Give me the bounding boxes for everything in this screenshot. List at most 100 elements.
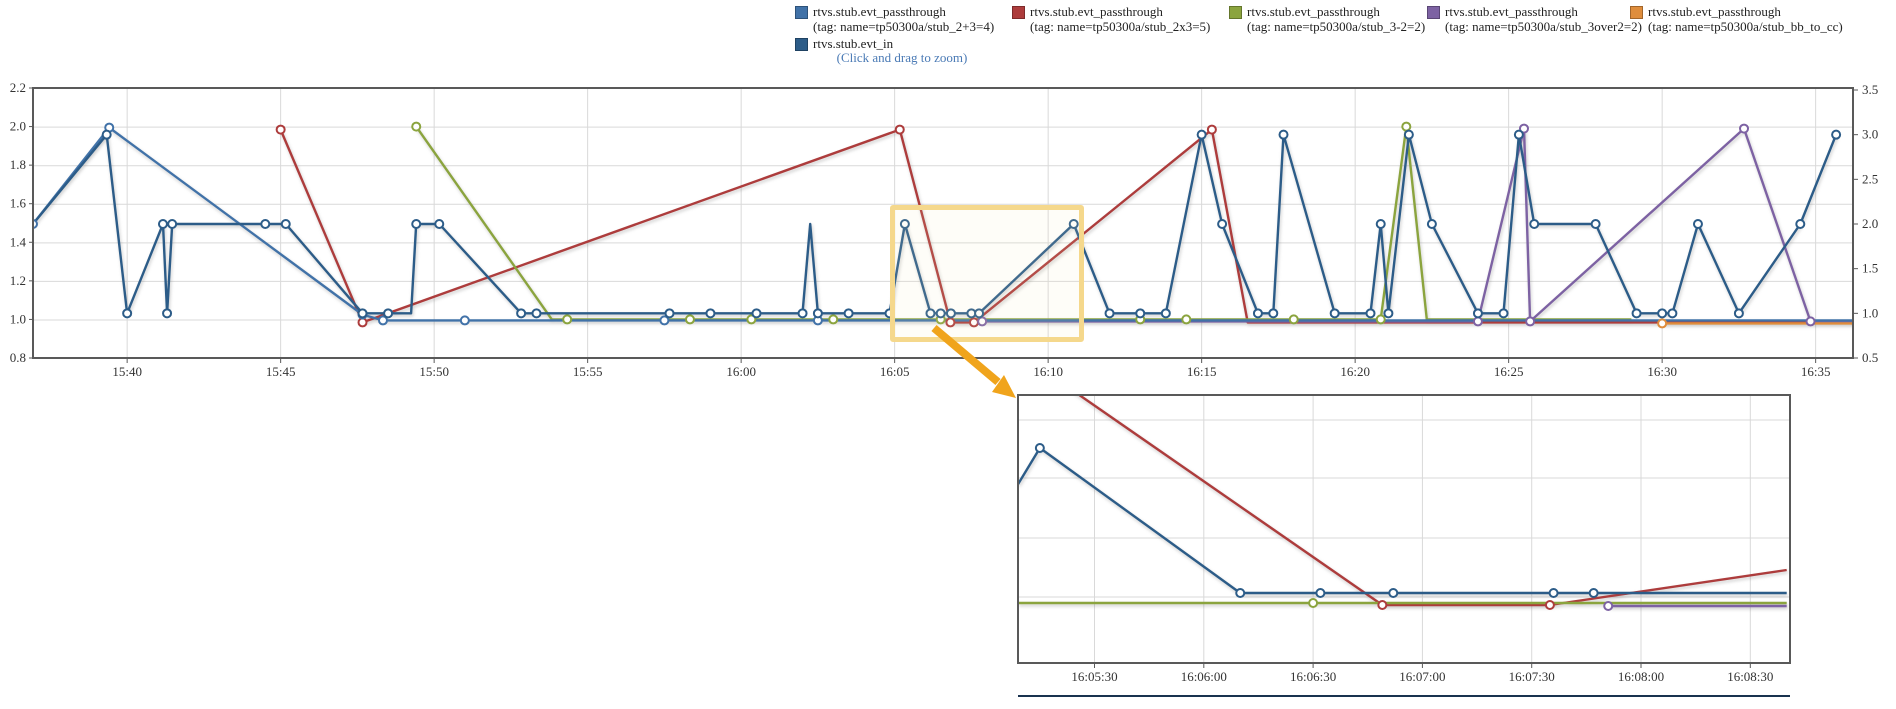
x-tick-label: 16:05	[880, 364, 910, 379]
data-point-marker	[1329, 308, 1340, 319]
data-point-marker	[516, 308, 527, 319]
main-chart-canvas[interactable]: 15:40 15:45 15:50 15:55 16:00 16:05 16:10 16:15…	[0, 0, 1896, 390]
y-tick-label: 0.5	[1862, 350, 1878, 365]
zoom-selection-box[interactable]	[890, 205, 1084, 342]
y-tick-label: 1.0	[1862, 305, 1878, 320]
x-tick-label: 16:10	[1033, 364, 1063, 379]
series-line-name=tp50300a/stub_2x3=5	[1077, 395, 1787, 607]
data-point-marker	[434, 219, 445, 229]
data-point-marker	[1104, 308, 1115, 319]
data-point-marker	[562, 314, 573, 325]
data-point-marker	[751, 308, 762, 319]
series-line-rtvs.stub.evt_in	[1018, 446, 1787, 595]
data-point-marker	[411, 121, 422, 132]
y-tick-label: 1.8	[10, 157, 26, 172]
legend-swatch-icon	[1630, 6, 1643, 19]
legend-item: rtvs.stub.evt_passthrough (tag: name=tp50…	[1630, 4, 1843, 34]
data-point-marker	[746, 314, 757, 325]
data-point-marker	[411, 219, 422, 229]
data-point-marker	[1196, 129, 1207, 140]
data-point-marker	[1365, 308, 1376, 319]
x-tick-label: 16:07:30	[1509, 669, 1555, 684]
y-tick-label: 1.2	[10, 273, 26, 288]
data-point-marker	[1795, 219, 1806, 229]
data-point-marker	[1252, 308, 1263, 319]
data-point-marker	[1525, 316, 1536, 327]
data-point-marker	[357, 308, 368, 319]
data-point-marker	[659, 315, 670, 326]
data-point-marker	[1377, 600, 1388, 610]
data-point-marker	[705, 308, 716, 319]
legend-swatch-icon	[1229, 6, 1242, 19]
data-point-marker	[1831, 129, 1842, 140]
data-point-marker	[843, 308, 854, 319]
data-point-marker	[1518, 123, 1529, 134]
y-tick-label: 1.4	[10, 234, 27, 249]
legend-swatch-icon	[795, 38, 808, 51]
data-point-marker	[935, 308, 946, 319]
x-tick-label: 15:40	[112, 364, 142, 379]
data-point-marker	[1268, 308, 1279, 319]
data-point-marker	[1657, 308, 1668, 319]
x-tick-label: 16:35	[1801, 364, 1831, 379]
data-point-marker	[1657, 318, 1668, 329]
data-point-marker	[101, 129, 112, 140]
data-point-marker	[531, 308, 542, 319]
data-point-marker	[459, 315, 470, 326]
data-point-marker	[1631, 308, 1642, 319]
zoom-hint: (Click and drag to zoom)	[836, 50, 968, 65]
legend-item: rtvs.stub.evt_passthrough (tag: name=tp50…	[1427, 4, 1642, 34]
x-tick-label: 16:30	[1647, 364, 1677, 379]
data-point-marker	[260, 219, 271, 229]
data-point-marker	[167, 219, 178, 229]
data-point-marker	[1217, 219, 1228, 229]
x-tick-label: 16:07:00	[1399, 669, 1445, 684]
y-axis-right: 3.5 3.0 2.5 2.0 1.5 1.0 0.5	[1853, 82, 1878, 365]
x-tick-label: 16:06:30	[1290, 669, 1336, 684]
data-point-marker	[812, 308, 823, 319]
data-point-marker	[1181, 314, 1192, 325]
data-point-marker	[1308, 598, 1319, 608]
x-axis: 15:40 15:45 15:50 15:55 16:00 16:05 16:10 16:15…	[112, 358, 1830, 379]
data-point-marker	[1235, 588, 1246, 598]
x-tick-label: 16:05:30	[1071, 669, 1117, 684]
data-point-marker	[1588, 588, 1599, 598]
legend-swatch-icon	[1012, 6, 1025, 19]
x-tick-label: 16:08:00	[1618, 669, 1664, 684]
data-point-marker	[945, 308, 956, 319]
data-point-marker	[1529, 219, 1540, 229]
x-tick-label: 16:08:30	[1727, 669, 1773, 684]
data-point-marker	[1739, 123, 1750, 134]
data-point-marker	[157, 219, 168, 229]
data-point-marker	[1375, 314, 1386, 325]
x-axis: 16:05:30 16:06:00 16:06:30 16:07:00 16:07:30…	[1071, 663, 1773, 684]
data-point-marker	[1278, 129, 1289, 140]
data-point-marker	[1667, 308, 1678, 319]
y-axis-left: 2.2 2.0 1.8 1.6 1.4 1.2 1.0 0.8	[10, 80, 33, 365]
legend-item-label: rtvs.stub.evt_passthrough (tag: name=tp50…	[1247, 4, 1426, 34]
legend-item: rtvs.stub.evt_passthrough (tag: name=tp50…	[1012, 4, 1210, 34]
data-point-marker	[1590, 219, 1601, 229]
y-tick-label: 0.8	[10, 350, 26, 365]
data-point-marker	[1513, 129, 1524, 140]
legend-swatch-icon	[795, 6, 808, 19]
data-point-marker	[797, 308, 808, 319]
cropped-chart-top-border	[1018, 695, 1790, 697]
data-point-marker	[1206, 124, 1217, 135]
y-tick-label: 3.0	[1862, 127, 1878, 142]
data-point-marker	[1034, 443, 1045, 453]
data-point-marker	[1160, 308, 1171, 319]
data-point-marker	[1548, 588, 1559, 598]
data-point-marker	[1388, 588, 1399, 598]
data-point-marker	[1692, 219, 1703, 229]
y-tick-label: 2.5	[1862, 171, 1878, 186]
data-point-marker	[1603, 601, 1614, 611]
legend-item: rtvs.stub.evt_in	[795, 36, 893, 51]
gridlines	[1018, 395, 1790, 663]
data-point-marker	[162, 308, 173, 319]
data-point-marker	[1733, 308, 1744, 319]
data-point-marker	[1403, 129, 1414, 140]
data-point-marker	[1383, 308, 1394, 319]
